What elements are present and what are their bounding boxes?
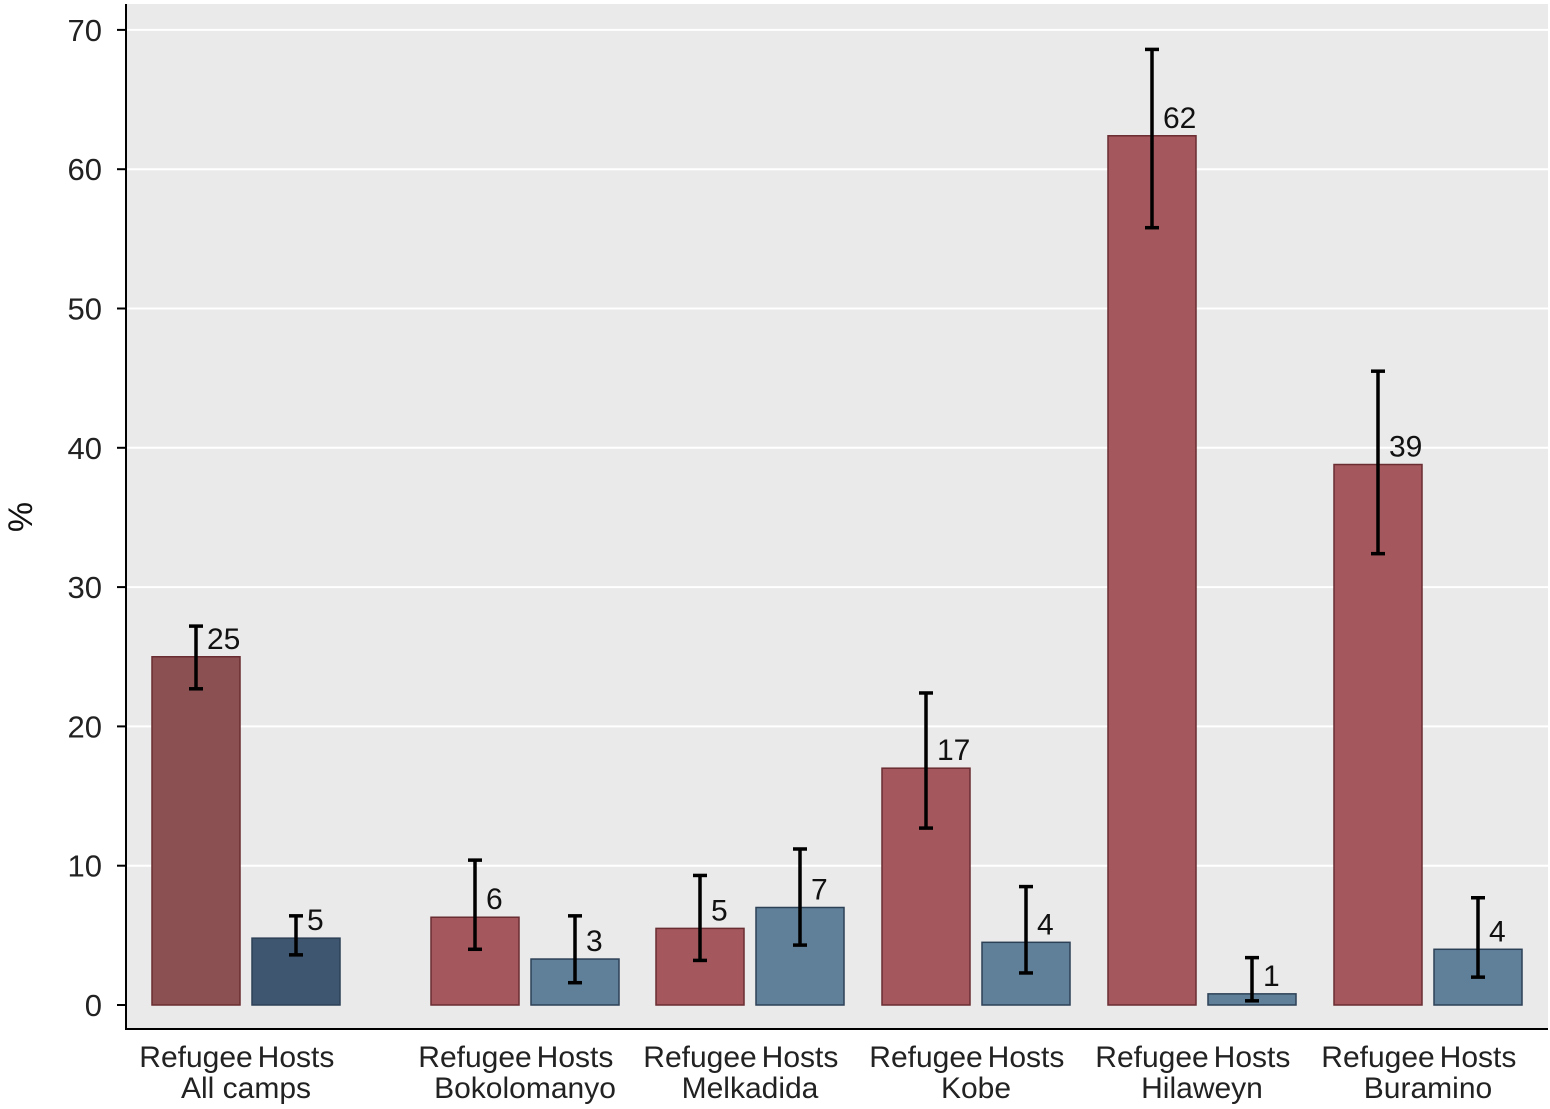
data-label-melkadida-hosts: 7 <box>811 873 828 906</box>
category-label-melkadida-hosts: Hosts <box>762 1041 839 1074</box>
error-bars <box>189 47 1485 1003</box>
category-label-buramino-refugee: Refugee <box>1321 1041 1434 1074</box>
y-tick-label-0: 0 <box>85 988 102 1023</box>
data-label-hilaweyn-hosts: 1 <box>1263 960 1280 993</box>
error-bar-hilaweyn-refugee <box>1145 47 1159 230</box>
data-label-kobe-hosts: 4 <box>1037 908 1054 941</box>
data-label-buramino-hosts: 4 <box>1489 915 1506 948</box>
error-bar-melkadida-hosts <box>793 847 807 947</box>
y-tick-label-40: 40 <box>68 431 102 466</box>
category-label-kobe-refugee: Refugee <box>869 1041 982 1074</box>
category-label-bokolomanyo-hosts: Hosts <box>537 1041 614 1074</box>
y-axis: 0 10 20 30 40 50 60 70 <box>68 4 127 1029</box>
y-tick-label-30: 30 <box>68 570 102 605</box>
group-label-all-camps: All camps <box>181 1072 311 1105</box>
group-label-buramino: Buramino <box>1364 1072 1492 1105</box>
data-label-all-camps-hosts: 5 <box>307 904 324 937</box>
error-bar-kobe-hosts <box>1019 884 1033 975</box>
error-bar-all-camps-refugee <box>189 624 203 691</box>
y-tick-label-10: 10 <box>68 849 102 884</box>
data-label-bokolomanyo-hosts: 3 <box>586 925 603 958</box>
data-label-kobe-refugee: 17 <box>937 734 970 767</box>
error-bar-bokolomanyo-refugee <box>468 858 482 952</box>
error-bar-all-camps-hosts <box>289 914 303 957</box>
group-label-hilaweyn: Hilaweyn <box>1141 1072 1263 1105</box>
data-label-hilaweyn-refugee: 62 <box>1163 102 1196 135</box>
data-label-buramino-refugee: 39 <box>1389 431 1422 464</box>
category-label-all-camps-hosts: Hosts <box>258 1041 335 1074</box>
category-label-hilaweyn-hosts: Hosts <box>1214 1041 1291 1074</box>
y-tick-label-50: 50 <box>68 292 102 327</box>
error-bar-kobe-refugee <box>919 691 933 830</box>
error-bar-hilaweyn-hosts <box>1245 955 1259 1003</box>
bar-hilaweyn-refugee <box>1107 135 1197 1006</box>
category-label-buramino-hosts: Hosts <box>1440 1041 1517 1074</box>
data-label-bokolomanyo-refugee: 6 <box>486 883 503 916</box>
category-label-all-camps-refugee: Refugee <box>139 1041 252 1074</box>
group-label-bokolomanyo: Bokolomanyo <box>434 1072 616 1105</box>
y-tick-label-20: 20 <box>68 709 102 744</box>
category-label-hilaweyn-refugee: Refugee <box>1095 1041 1208 1074</box>
group-label-melkadida: Melkadida <box>682 1072 819 1105</box>
data-labels: 25 5 6 3 5 7 17 4 62 1 39 4 <box>207 102 1506 993</box>
error-bar-buramino-hosts <box>1471 895 1485 979</box>
y-tick-label-70: 70 <box>68 13 102 48</box>
group-label-kobe: Kobe <box>941 1072 1011 1105</box>
bar-melkadida-refugee <box>655 927 745 1006</box>
error-bar-buramino-refugee <box>1371 369 1385 556</box>
gridlines <box>126 28 1548 867</box>
category-label-kobe-hosts: Hosts <box>988 1041 1065 1074</box>
bar-all-camps-refugee <box>151 656 241 1006</box>
data-label-melkadida-refugee: 5 <box>711 894 728 927</box>
error-bar-melkadida-refugee <box>693 873 707 963</box>
y-tick-label-60: 60 <box>68 152 102 187</box>
y-axis-title: % <box>2 502 40 532</box>
plot-background <box>126 4 1548 1028</box>
bars <box>151 135 1523 1006</box>
category-label-melkadida-refugee: Refugee <box>643 1041 756 1074</box>
error-bar-bokolomanyo-hosts <box>568 914 582 985</box>
category-label-bokolomanyo-refugee: Refugee <box>418 1041 531 1074</box>
data-label-all-camps-refugee: 25 <box>207 623 240 656</box>
